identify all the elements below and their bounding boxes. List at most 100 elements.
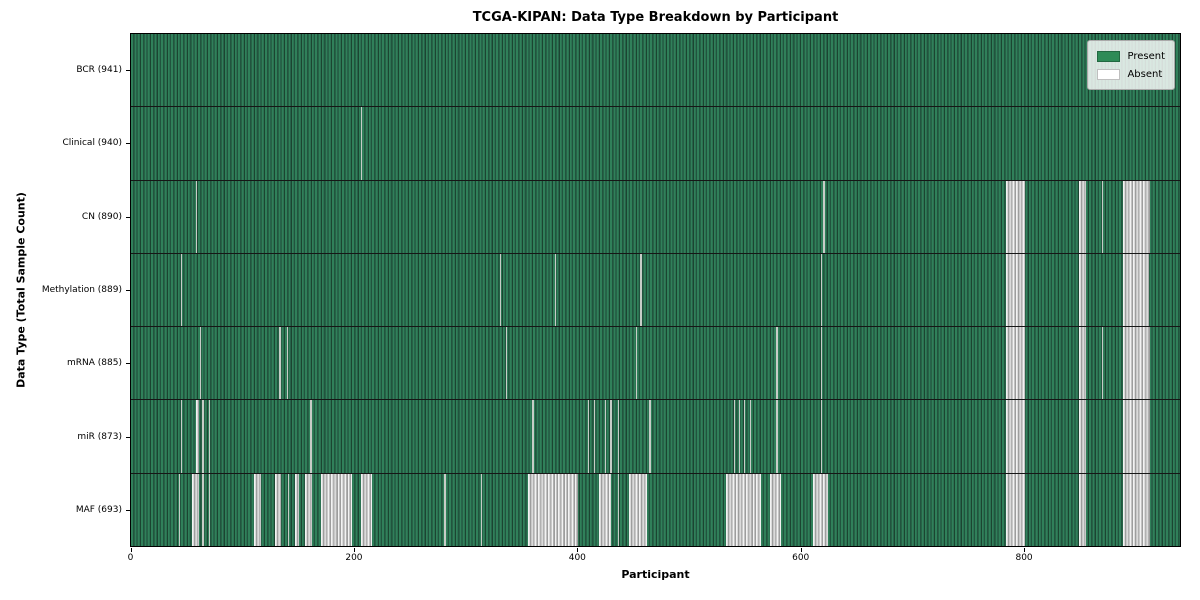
absent-stripe xyxy=(499,253,502,327)
x-tick-label-800: 800 xyxy=(1015,553,1033,563)
y-tick-mark xyxy=(126,363,130,365)
y-tick-mark xyxy=(126,290,130,291)
x-tick-mark xyxy=(1024,548,1026,552)
y-tick-label-miR: miR (873) xyxy=(77,431,122,442)
absent-stripe xyxy=(1078,473,1087,546)
x-tick-label-400: 400 xyxy=(568,553,586,563)
y-tick-label-CN: CN (890) xyxy=(81,211,122,222)
absent-stripe xyxy=(640,253,642,327)
absent-stripe xyxy=(532,400,534,473)
x-tick-mark xyxy=(353,548,355,552)
absent-stripe xyxy=(599,473,612,546)
x-tick-mark xyxy=(130,548,132,552)
absent-stripe xyxy=(1078,253,1087,327)
legend-label: Present xyxy=(1127,50,1165,62)
absent-stripe xyxy=(769,473,781,546)
heatmap-row-Clinical xyxy=(131,107,1180,181)
absent-stripe xyxy=(1006,400,1026,473)
heatmap-row-miR xyxy=(131,400,1180,474)
absent-stripe xyxy=(444,473,446,546)
y-tick-label-BCR: BCR (941) xyxy=(76,64,122,75)
absent-stripe xyxy=(776,327,778,400)
absent-stripe xyxy=(195,400,199,473)
absent-stripe xyxy=(1078,400,1087,473)
absent-stripe xyxy=(1006,327,1026,400)
absent-stripe xyxy=(629,473,648,546)
absent-stripe xyxy=(481,473,483,546)
absent-stripe xyxy=(593,400,595,473)
y-tick-mark xyxy=(126,436,130,438)
absent-stripe xyxy=(505,327,507,400)
absent-stripe xyxy=(527,473,578,546)
absent-stripe xyxy=(360,107,362,180)
absent-stripe xyxy=(1078,180,1087,253)
absent-stripe xyxy=(821,400,823,473)
absent-stripe xyxy=(821,253,823,327)
heatmap-rows xyxy=(131,34,1180,546)
absent-stripe xyxy=(200,327,202,400)
y-tick-mark xyxy=(126,510,130,512)
heatmap-row-MAF xyxy=(131,473,1180,546)
absent-stripe xyxy=(209,473,211,546)
y-tick-mark xyxy=(126,69,130,71)
legend-item-present: Present xyxy=(1097,47,1165,65)
absent-stripe xyxy=(1123,253,1149,327)
y-tick-label-MAF: MAF (693) xyxy=(75,505,122,516)
absent-stripe xyxy=(310,400,312,473)
heatmap-row-BCR xyxy=(131,34,1180,108)
y-tick-label-Methylation: Methylation (889) xyxy=(41,285,122,295)
legend-label: Absent xyxy=(1127,68,1163,80)
absent-stripe xyxy=(618,400,620,473)
absent-stripe xyxy=(618,473,620,546)
x-tick-label-600: 600 xyxy=(792,553,810,563)
absent-stripe xyxy=(1123,473,1150,546)
absent-stripe xyxy=(279,327,281,400)
absent-stripe xyxy=(823,180,825,253)
x-axis-label: Participant xyxy=(621,568,690,581)
absent-stripe xyxy=(776,400,778,473)
absent-stripe xyxy=(749,400,751,473)
x-tick-mark xyxy=(800,548,802,552)
absent-stripe xyxy=(274,473,282,546)
y-tick-mark xyxy=(126,143,130,145)
plot-area: Present Absent xyxy=(130,33,1181,547)
absent-stripe xyxy=(360,473,372,546)
absent-stripe xyxy=(1006,253,1026,327)
present-swatch-icon xyxy=(1097,50,1121,62)
absent-stripe xyxy=(821,327,823,400)
y-tick-label-Clinical: Clinical (940) xyxy=(62,138,122,149)
absent-stripe xyxy=(181,253,183,327)
absent-stripe xyxy=(1123,327,1150,400)
x-tick-label-0: 0 xyxy=(127,553,134,563)
absent-stripe xyxy=(738,400,740,473)
x-tick-mark xyxy=(577,548,579,552)
heatmap-row-CN xyxy=(131,180,1180,254)
absent-stripe xyxy=(744,400,746,473)
absent-stripe xyxy=(1078,327,1087,400)
absent-stripe xyxy=(610,400,612,473)
legend-item-absent: Absent xyxy=(1097,65,1165,83)
heatmap-row-mRNA xyxy=(131,327,1180,401)
absent-stripe xyxy=(1101,180,1104,253)
absent-stripe xyxy=(649,400,651,473)
y-tick-mark xyxy=(126,216,130,218)
absent-stripe xyxy=(320,473,352,546)
absent-stripe xyxy=(554,253,556,327)
absent-stripe xyxy=(202,400,204,473)
absent-stripe xyxy=(178,473,181,546)
absent-stripe xyxy=(1006,473,1026,546)
absent-stripe xyxy=(588,400,590,473)
absent-stripe xyxy=(294,473,300,546)
absent-stripe xyxy=(726,473,761,546)
absent-stripe xyxy=(1123,400,1150,473)
absent-swatch-icon xyxy=(1097,68,1121,80)
absent-stripe xyxy=(604,400,607,473)
absent-stripe xyxy=(181,400,183,473)
absent-stripe xyxy=(209,400,211,473)
absent-stripe xyxy=(1101,327,1104,400)
absent-stripe xyxy=(192,473,199,546)
absent-stripe xyxy=(813,473,828,546)
absent-stripe xyxy=(635,327,638,400)
absent-stripe xyxy=(304,473,312,546)
